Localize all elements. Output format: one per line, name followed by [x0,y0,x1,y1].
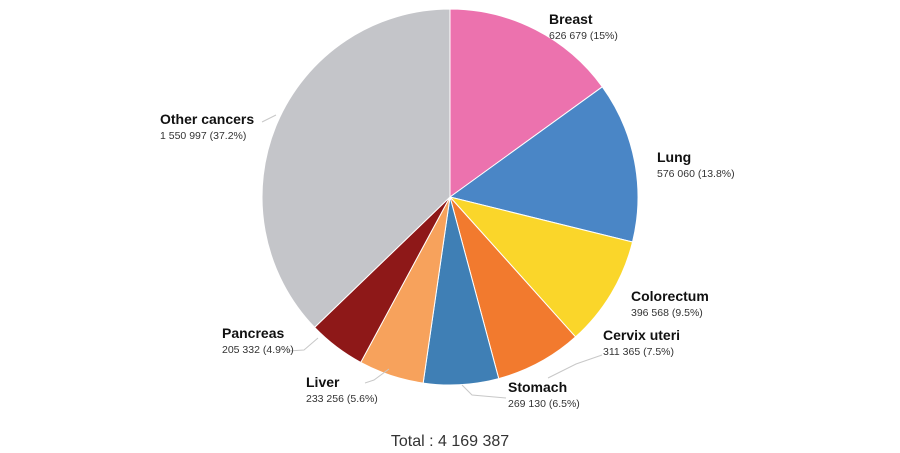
slice-value-label: 311 365 (7.5%) [603,346,674,358]
total-label: Total : 4 169 387 [391,433,509,450]
slice-value-label: 576 060 (13.8%) [657,168,735,180]
pie-slice-breast [449,8,604,198]
slice-value-label: 269 130 (6.5%) [508,398,580,410]
leader-line-stomach [461,384,507,399]
leader-line-liver [364,368,390,384]
slice-name-label: Liver [306,374,340,390]
slice-name-label: Lung [657,149,691,165]
pie-slices [261,8,639,386]
leader-line-other-cancers [261,114,277,123]
slice-value-label: 205 332 (4.9%) [222,344,294,356]
slice-value-label: 396 568 (9.5%) [631,307,703,319]
slice-name-label: Colorectum [631,288,709,304]
pie-slice-other-cancers [261,8,451,329]
slice-name-label: Breast [549,11,593,27]
slice-value-label: 626 679 (15%) [549,30,618,42]
leader-lines [261,114,603,399]
slice-labels: Breast 626 679 (15%) Lung 576 060 (13.8%) Co… [160,11,735,410]
slice-name-label: Pancreas [222,325,284,341]
slice-name-label: Other cancers [160,111,254,127]
leader-line-pancreas [287,337,319,352]
leader-line-cervix-uteri [547,354,603,379]
slice-name-label: Cervix uteri [603,327,680,343]
pie-slice-lung [448,86,639,243]
slice-name-label: Stomach [508,379,567,395]
slice-value-label: 1 550 997 (37.2%) [160,130,246,142]
pie-slice-colorectum [448,196,634,338]
slice-value-label: 233 256 (5.6%) [306,393,378,405]
